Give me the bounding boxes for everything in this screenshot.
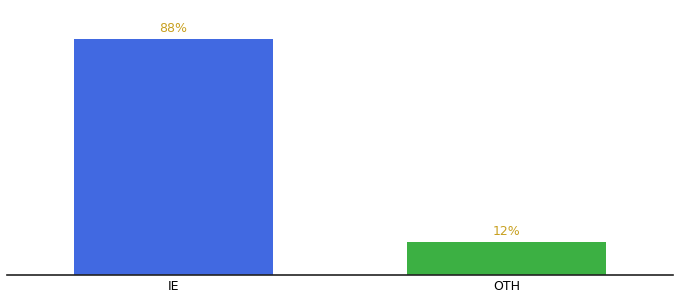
Bar [73,39,273,274]
Bar [407,242,607,274]
Text: 12%: 12% [492,225,520,239]
Text: 88%: 88% [160,22,188,35]
